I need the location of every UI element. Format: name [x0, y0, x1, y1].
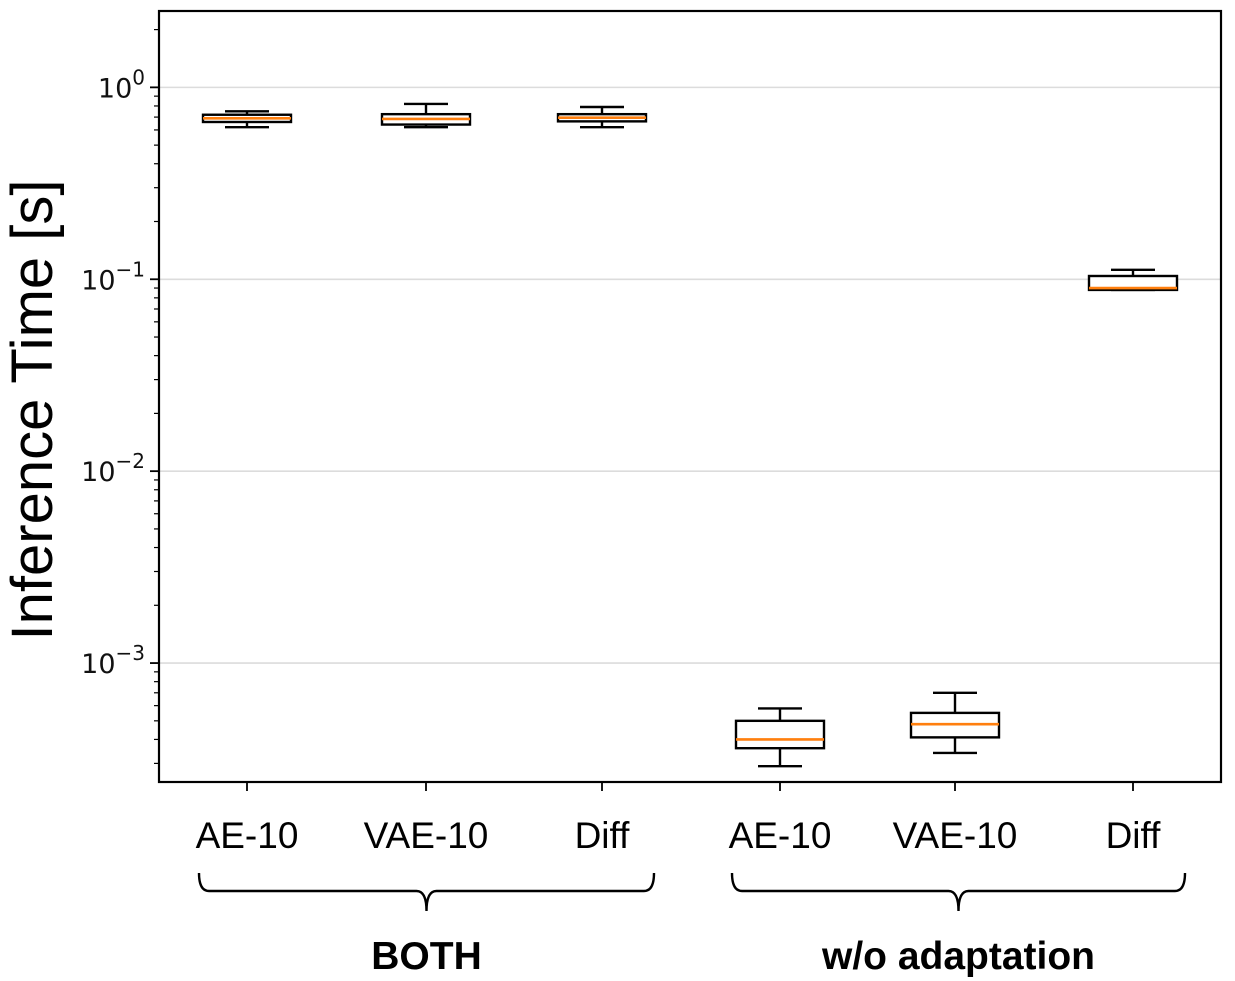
group-label: w/o adaptation — [821, 935, 1095, 978]
group-bracket — [730, 872, 1187, 912]
box-iqr — [1087, 274, 1179, 292]
x-tick-label: VAE-10 — [893, 815, 1018, 856]
grid-layer — [159, 86, 1221, 664]
group-brackets: BOTH w/o adaptation — [197, 872, 1187, 978]
y-tick-label: 10−3 — [81, 641, 145, 680]
y-tick-label: 10−1 — [81, 257, 145, 296]
x-tick-label: AE-10 — [196, 815, 299, 856]
box-0 — [201, 110, 293, 129]
plot-frame — [157, 9, 1223, 784]
y-axis: 10−3 10−2 10−1 100 — [81, 28, 159, 765]
box-2 — [556, 105, 648, 129]
box-5 — [1087, 268, 1179, 292]
box-1 — [380, 102, 472, 129]
x-tick-label: VAE-10 — [364, 815, 489, 856]
y-tick-label: 100 — [98, 65, 145, 104]
x-axis: AE-10 VAE-10 Diff AE-10 VAE-10 Diff — [196, 782, 1162, 856]
y-tick-label: 10−2 — [81, 449, 145, 488]
box-3 — [734, 707, 826, 768]
box-iqr — [734, 719, 826, 750]
box-4 — [909, 691, 1001, 755]
x-tick-label: Diff — [1106, 815, 1162, 856]
box-layer — [201, 102, 1179, 768]
y-axis-label: Inference Time [s] — [0, 180, 65, 641]
x-tick-label: AE-10 — [729, 815, 832, 856]
group-bracket — [197, 872, 656, 912]
x-tick-label: Diff — [575, 815, 631, 856]
group-label: BOTH — [371, 935, 482, 978]
